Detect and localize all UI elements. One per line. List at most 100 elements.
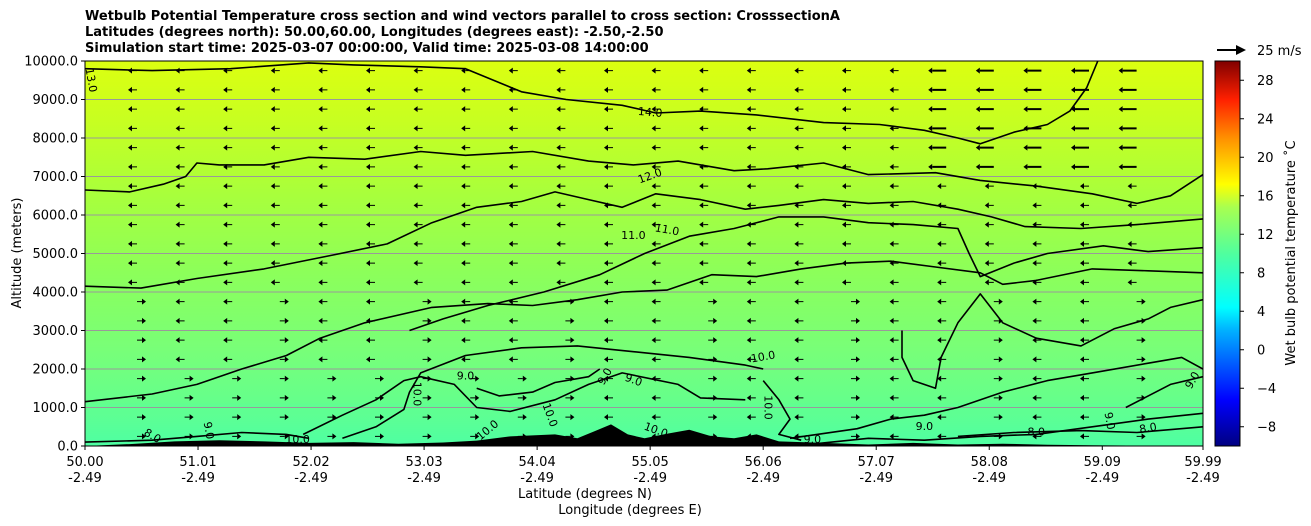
contour-line-9-0 (1125, 375, 1203, 409)
wind-vector (461, 356, 471, 363)
wind-vector (1127, 202, 1137, 209)
wind-vector (413, 144, 423, 151)
wind-vector (1080, 414, 1089, 421)
wind-vector-head (318, 106, 323, 113)
wind-vector (651, 394, 661, 401)
wind-vector (1127, 279, 1137, 286)
wind-key: 25 m/s (1217, 44, 1302, 59)
wind-vector-head (128, 260, 132, 267)
wind-vector-head (937, 279, 942, 286)
contour-label: 10.0 (762, 395, 775, 420)
wind-vector (708, 337, 718, 344)
wind-vector (937, 260, 947, 267)
wind-vector (851, 337, 860, 344)
wind-vector-head (237, 394, 242, 401)
wind-vector-head (318, 260, 323, 267)
wind-vector-head (1080, 375, 1084, 382)
wind-vector-head (413, 106, 418, 113)
wind-vector (651, 106, 661, 113)
wind-vector (517, 394, 527, 401)
wind-vector-head (651, 260, 656, 267)
wind-vector-head (1080, 394, 1084, 401)
colorbar-tick-label: 16 (1257, 189, 1274, 204)
wind-vector (889, 67, 899, 74)
wind-vector-head (1071, 67, 1075, 74)
wind-vector-head (318, 202, 323, 209)
wind-vector (993, 298, 1003, 305)
wind-vector-head (889, 433, 894, 440)
wind-vector-head (998, 337, 1003, 344)
wind-vector (1071, 163, 1089, 170)
wind-vector (327, 414, 337, 421)
wind-vector-head (332, 414, 337, 421)
wind-vector-head (604, 67, 608, 74)
wind-vector-head (746, 202, 751, 209)
wind-vector (422, 414, 432, 421)
wind-vector (604, 394, 613, 401)
wind-vector (137, 356, 146, 363)
wind-vector-head (984, 279, 989, 286)
wind-vector-head (475, 375, 480, 382)
wind-vector (508, 125, 518, 132)
wind-vector-head (189, 414, 194, 421)
wind-vector-head (142, 394, 146, 401)
wind-vector (794, 125, 804, 132)
wind-vector-head (889, 375, 894, 382)
wind-vector-head (1080, 221, 1084, 228)
wind-vector-head (556, 221, 561, 228)
wind-vector-head (380, 414, 384, 421)
wind-vector-head (794, 375, 799, 382)
wind-vector (937, 240, 947, 247)
wind-vector-head (1141, 414, 1146, 421)
wind-vector (975, 106, 994, 113)
wind-vector-head (794, 125, 799, 132)
wind-vector-head (856, 317, 860, 324)
wind-vector (699, 202, 709, 209)
wind-vector-head (413, 125, 418, 132)
wind-vector (128, 183, 137, 190)
contour-label: 9.0 (457, 370, 475, 383)
wind-vector-head (651, 240, 656, 247)
wind-vector (318, 298, 328, 305)
wind-vector (651, 183, 661, 190)
wind-vector (517, 375, 527, 382)
wind-vector-head (1118, 125, 1123, 132)
wind-vector-head (413, 279, 418, 286)
wind-vector (604, 337, 613, 344)
wind-vector-head (175, 337, 180, 344)
wind-vector-head (604, 356, 608, 363)
contour-line-12-0 (85, 150, 1203, 205)
wind-vector (1071, 106, 1089, 113)
wind-vector-head (842, 240, 846, 247)
wind-vector-head (175, 202, 180, 209)
wind-vector (508, 279, 518, 286)
contour-label: 8.0 (1138, 420, 1157, 436)
wind-vector-head (1071, 106, 1075, 113)
wind-vector-head (1032, 394, 1037, 401)
wind-vector (928, 125, 947, 132)
wind-vector (318, 183, 328, 190)
wind-vector (470, 433, 480, 440)
contour-label: 9.0 (916, 420, 934, 433)
wind-vector (794, 260, 804, 267)
wind-vector-head (928, 86, 933, 93)
wind-vector-head (128, 125, 132, 132)
wind-vector (975, 125, 994, 132)
wind-vector (1032, 317, 1042, 324)
wind-vector (604, 183, 613, 190)
wind-vector-head (937, 221, 942, 228)
y-tick-label: 7000.0 (33, 170, 79, 185)
wind-vector-head (284, 317, 289, 324)
wind-vector-head (1071, 144, 1075, 151)
x-tick-lat-label: 56.06 (745, 455, 782, 470)
wind-vector-head (461, 337, 466, 344)
wind-vector-head (556, 67, 561, 74)
wind-vector-head (856, 394, 860, 401)
wind-vector (556, 106, 566, 113)
wind-vector (746, 183, 756, 190)
wind-vector (270, 240, 280, 247)
contour-line-10-0 (762, 380, 802, 441)
wind-vector (842, 67, 851, 74)
wind-vector (1136, 375, 1146, 382)
wind-vector-head (1023, 106, 1028, 113)
